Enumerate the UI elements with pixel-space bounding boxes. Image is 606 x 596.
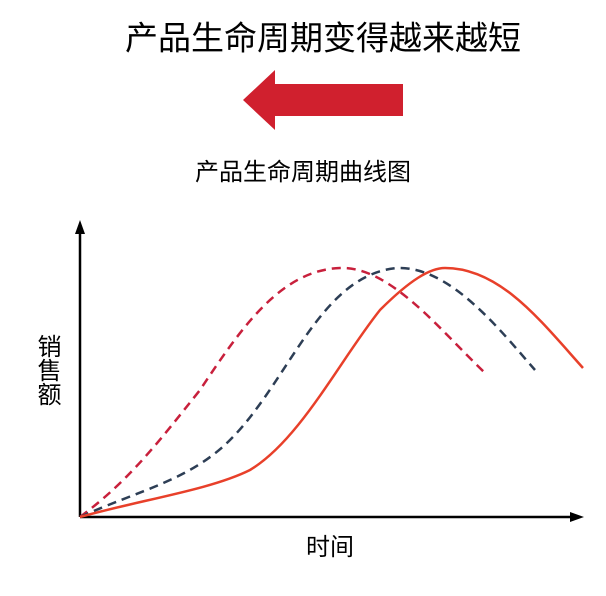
diagram-title: 产品生命周期曲线图 — [195, 158, 411, 186]
curve-fast — [79, 266, 485, 519]
y-axis-label: 销售额 — [33, 334, 61, 406]
x-axis-label: 时间 — [306, 533, 354, 561]
page-title: 产品生命周期变得越来越短 — [125, 19, 521, 58]
axes — [75, 220, 584, 522]
curve-slow — [79, 266, 584, 519]
curve-medium — [79, 266, 536, 519]
left-arrow — [243, 70, 403, 130]
